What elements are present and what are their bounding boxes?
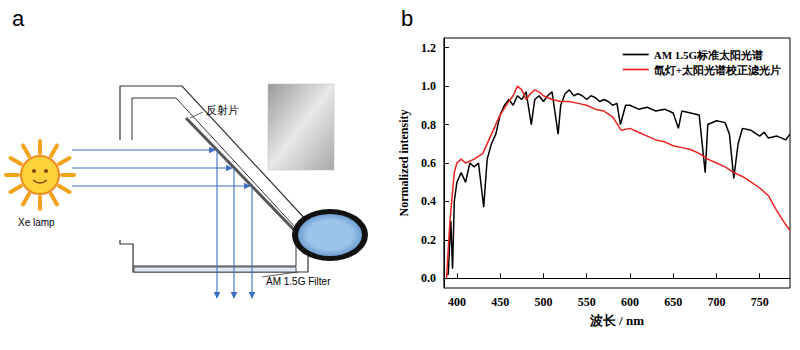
svg-text:550: 550 [578, 295, 596, 309]
svg-text:700: 700 [707, 295, 725, 309]
svg-text:b: b [401, 6, 413, 31]
svg-text:AM 1.5G标准太阳光谱: AM 1.5G标准太阳光谱 [654, 49, 763, 61]
svg-text:a: a [12, 6, 25, 31]
svg-text:650: 650 [664, 295, 682, 309]
svg-text:Xe lamp: Xe lamp [18, 217, 55, 228]
svg-text:反射片: 反射片 [206, 104, 239, 116]
svg-text:波长 / nm: 波长 / nm [589, 313, 644, 328]
svg-text:1.2: 1.2 [421, 41, 436, 55]
svg-text:0.0: 0.0 [421, 271, 436, 285]
svg-text:0.6: 0.6 [421, 156, 436, 170]
svg-text:氙灯+太阳光谱校正滤光片: 氙灯+太阳光谱校正滤光片 [653, 64, 781, 76]
svg-text:600: 600 [621, 295, 639, 309]
svg-text:500: 500 [534, 295, 552, 309]
svg-text:0.8: 0.8 [421, 118, 436, 132]
svg-text:0.4: 0.4 [421, 194, 436, 208]
svg-text:1.0: 1.0 [421, 79, 436, 93]
svg-text:400: 400 [448, 295, 466, 309]
svg-text:Normalized intensity: Normalized intensity [397, 110, 411, 217]
svg-text:450: 450 [491, 295, 509, 309]
svg-text:750: 750 [751, 295, 769, 309]
svg-text:0.2: 0.2 [421, 233, 436, 247]
svg-text:AM 1.5G Filter: AM 1.5G Filter [266, 276, 331, 287]
